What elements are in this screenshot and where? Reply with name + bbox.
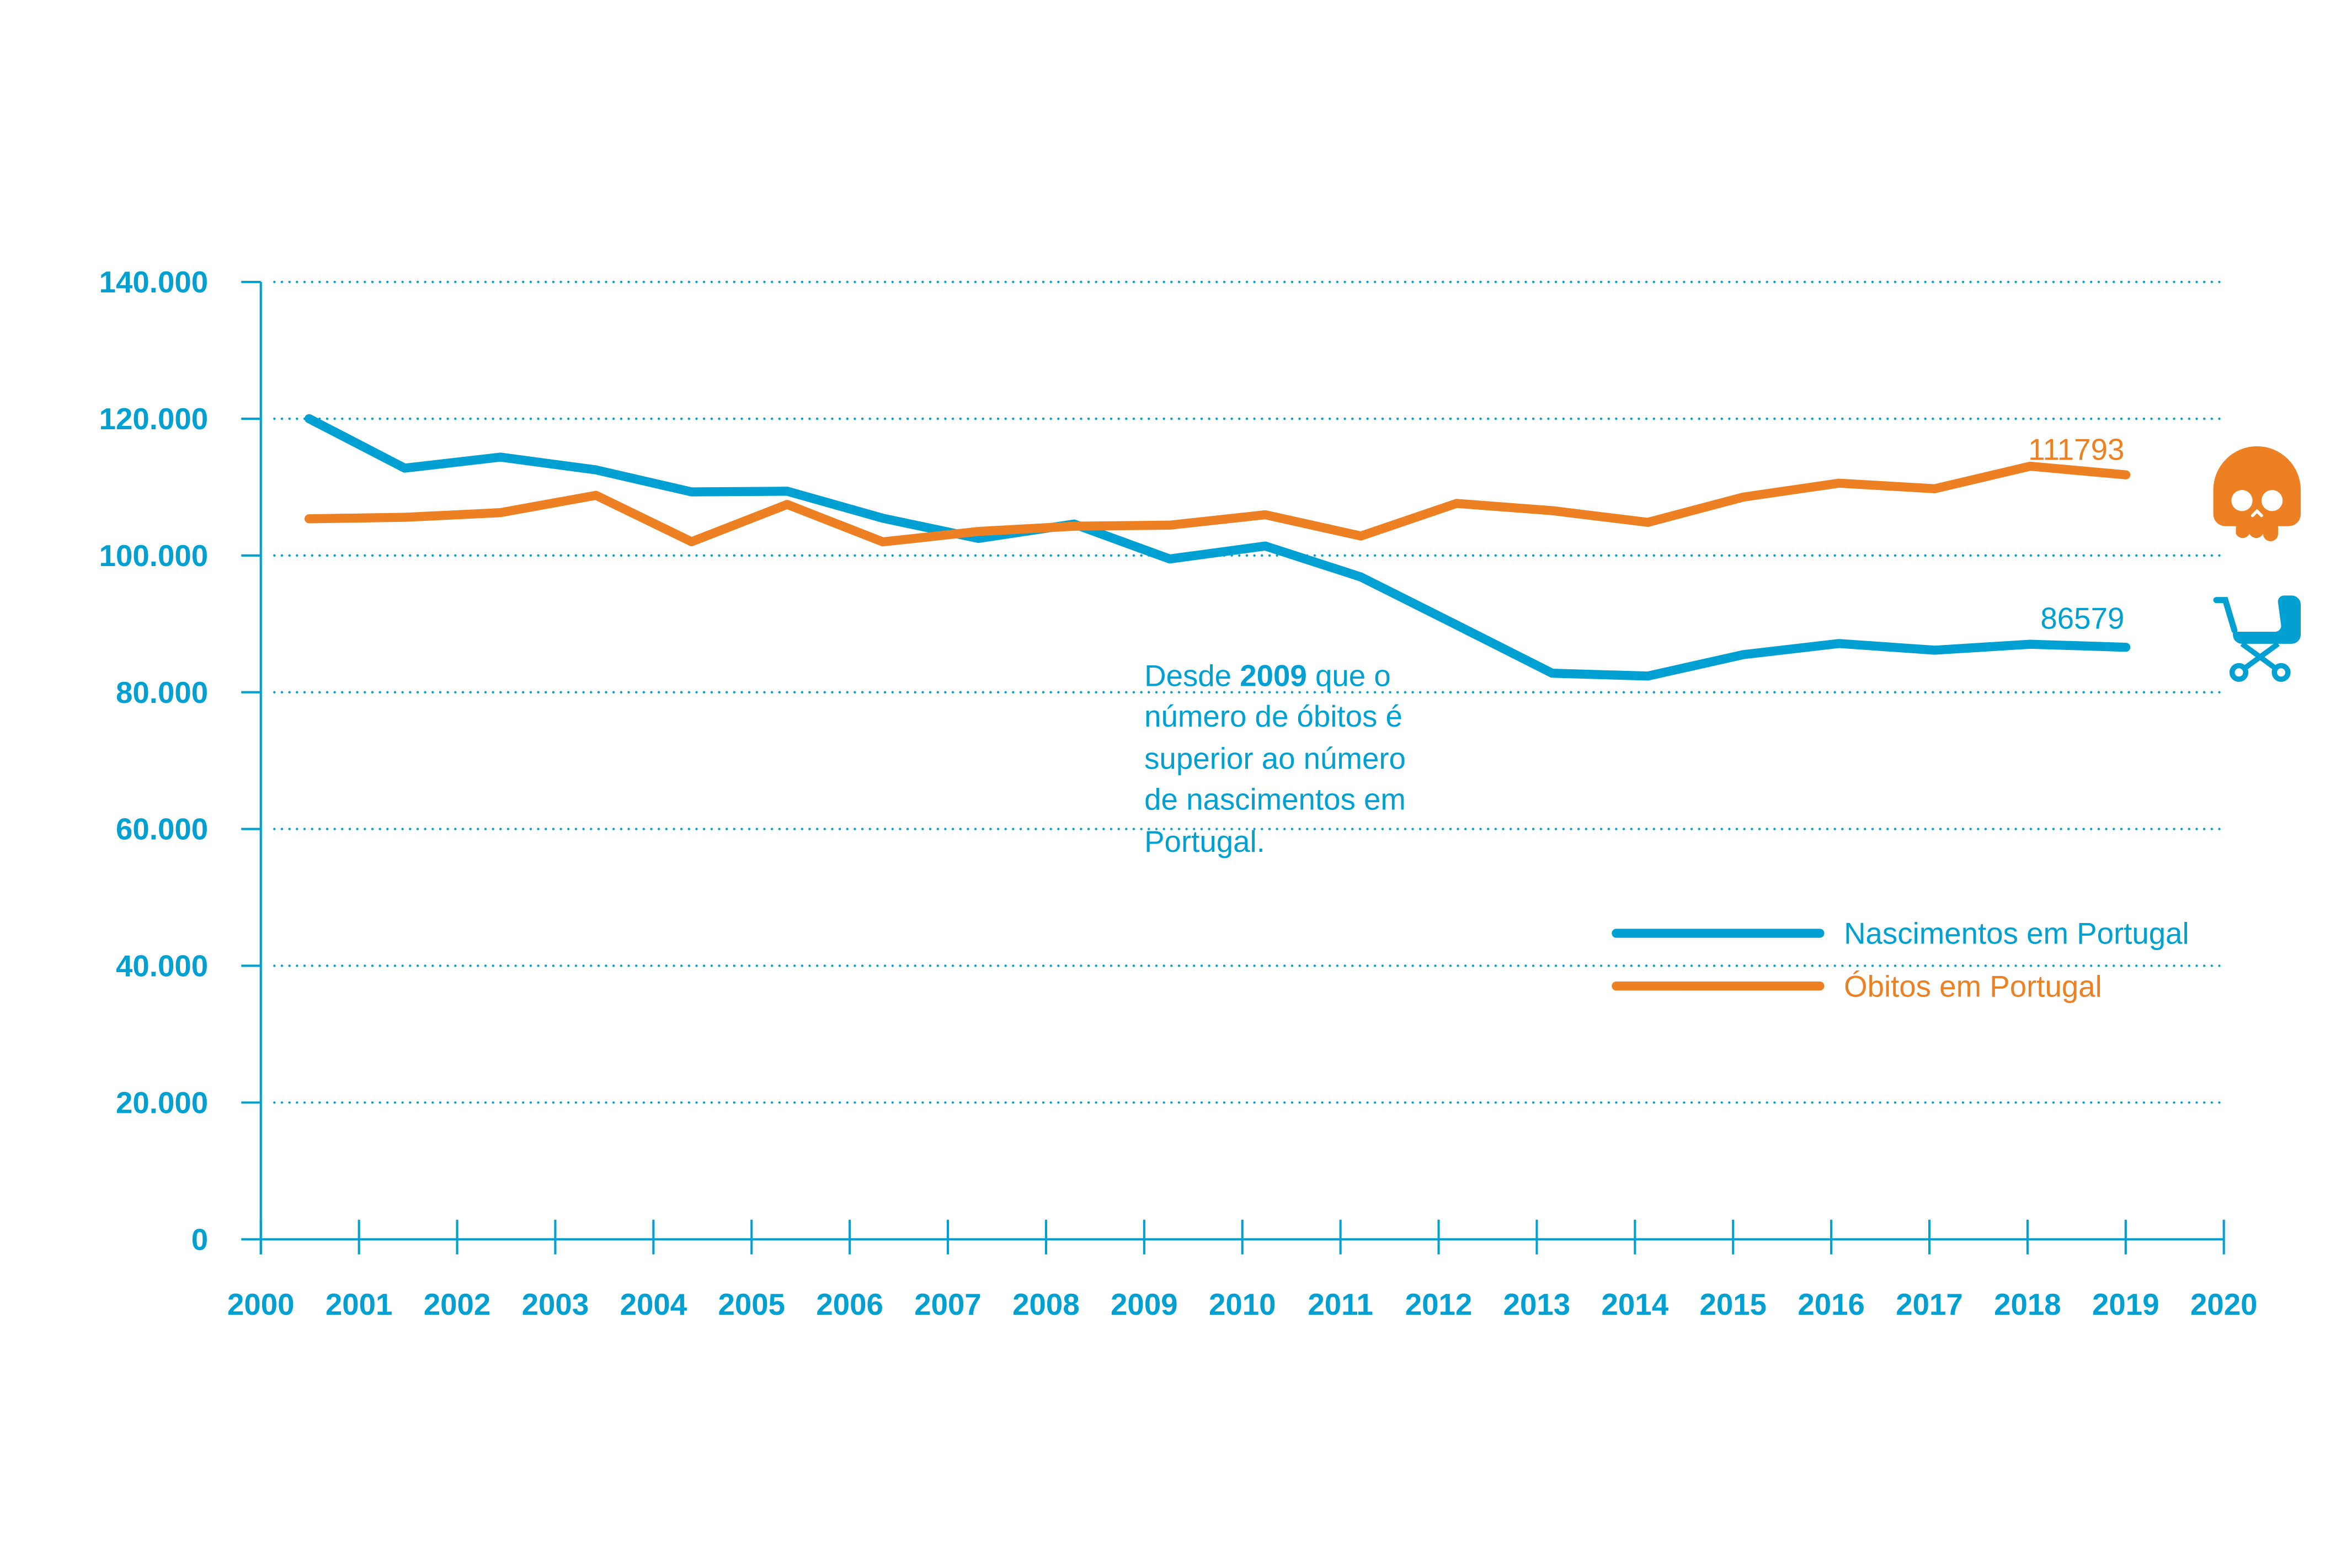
births-point	[1743, 654, 1744, 655]
x-tick-label: 2007	[914, 1288, 982, 1321]
y-tick-label: 40.000	[116, 950, 208, 983]
stroller-icon	[2213, 595, 2301, 682]
x-tick-label: 2011	[1308, 1288, 1373, 1321]
annotation-line-5: Portugal.	[1144, 825, 1265, 858]
births-end-label: 86579	[2040, 602, 2124, 636]
x-axis-tick-labels: 2000 2001 2002 2003 2004 2005 2006 2007 2008 2009…	[227, 1288, 2258, 1321]
y-tick-label: 0	[191, 1223, 208, 1256]
annotation-line-1: Desde 2009 que o	[1144, 659, 1391, 692]
births-point	[978, 538, 979, 539]
x-tick-label: 2012	[1405, 1288, 1473, 1321]
x-tick-label: 2002	[424, 1288, 491, 1321]
skull-icon	[2213, 446, 2301, 542]
births-line	[305, 414, 2131, 681]
x-tick-label: 2017	[1896, 1288, 1963, 1321]
x-tick-label: 2020	[2190, 1288, 2258, 1321]
x-tick-label: 2014	[1602, 1288, 1669, 1321]
x-tick-label: 2010	[1209, 1288, 1276, 1321]
x-tick-label: 2018	[1994, 1288, 2061, 1321]
y-tick-label: 140.000	[99, 265, 209, 299]
annotation-line-2: número de óbitos é	[1144, 700, 1402, 733]
deaths-point	[1743, 497, 1744, 498]
x-tick-label: 2013	[1503, 1288, 1571, 1321]
y-tick-label: 80.000	[116, 676, 208, 710]
x-tick-label: 2005	[718, 1288, 785, 1321]
y-tick-label: 100.000	[99, 539, 209, 573]
x-tick-label: 2000	[227, 1288, 295, 1321]
y-tick-label: 120.000	[99, 402, 209, 436]
x-tick-label: 2016	[1798, 1288, 1865, 1321]
x-tick-label: 2006	[816, 1288, 883, 1321]
deaths-point	[1647, 522, 1648, 523]
legend: Nascimentos em Portugal Óbitos em Portug…	[1612, 917, 2189, 1003]
deaths-end-label: 111793	[2028, 433, 2124, 466]
gridlines	[273, 280, 2225, 1104]
x-tick-label: 2001	[326, 1288, 393, 1321]
x-tick-label: 2009	[1111, 1288, 1178, 1321]
y-tick-label: 20.000	[116, 1086, 208, 1120]
deaths-point	[1551, 510, 1553, 511]
series-lines	[305, 414, 2131, 681]
legend-label-deaths: Óbitos em Portugal	[1844, 969, 2102, 1003]
x-tick-label: 2003	[522, 1288, 589, 1321]
x-tick-label: 2008	[1012, 1288, 1080, 1321]
deaths-point	[404, 517, 405, 518]
y-axis-tick-labels: 0 20.000 40.000 60.000 80.000 100.000 120.000 1…	[99, 265, 209, 1256]
deaths-point	[978, 531, 979, 532]
deaths-point	[2030, 466, 2031, 467]
axes	[241, 280, 2225, 1255]
x-tick-label: 2015	[1699, 1288, 1767, 1321]
x-tick-label: 2004	[620, 1288, 687, 1321]
annotation-line-3: superior ao número	[1144, 742, 1406, 776]
annotation-line-4: de nascimentos em	[1144, 782, 1406, 816]
annotation: Desde 2009 que o número de óbitos é supe…	[1144, 659, 1406, 858]
legend-label-births: Nascimentos em Portugal	[1844, 917, 2189, 951]
x-tick-label: 2019	[2092, 1288, 2159, 1321]
births-point	[1551, 673, 1553, 674]
deaths-line	[305, 461, 2131, 547]
y-tick-label: 60.000	[116, 813, 208, 846]
